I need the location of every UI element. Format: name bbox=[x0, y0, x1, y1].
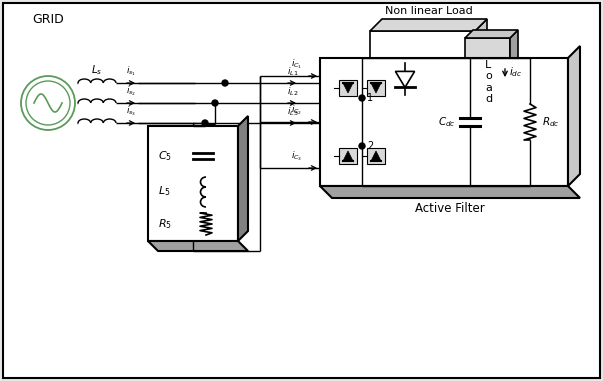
Text: $C_5$: $C_5$ bbox=[158, 149, 172, 163]
Circle shape bbox=[212, 100, 218, 106]
Polygon shape bbox=[343, 83, 353, 93]
Polygon shape bbox=[343, 151, 353, 161]
Text: $L_5$: $L_5$ bbox=[158, 184, 171, 198]
Text: $i_{C_3}$: $i_{C_3}$ bbox=[291, 149, 302, 163]
Text: $i_{L3}$: $i_{L3}$ bbox=[287, 106, 298, 118]
Polygon shape bbox=[475, 19, 487, 131]
Text: $i_{L1}$: $i_{L1}$ bbox=[287, 66, 298, 78]
Polygon shape bbox=[148, 241, 248, 251]
Text: $i_{L2}$: $i_{L2}$ bbox=[287, 85, 298, 98]
Text: $i_{C_2}$: $i_{C_2}$ bbox=[291, 104, 302, 117]
Bar bbox=[339, 148, 357, 164]
Bar bbox=[367, 80, 385, 96]
Text: Non linear Load: Non linear Load bbox=[385, 6, 472, 16]
Text: $R_5$: $R_5$ bbox=[158, 217, 172, 231]
Circle shape bbox=[222, 80, 228, 86]
Polygon shape bbox=[238, 116, 248, 241]
Bar bbox=[465, 38, 510, 126]
Text: $L_s$: $L_s$ bbox=[91, 63, 103, 77]
Bar bbox=[370, 31, 475, 131]
Text: $i_{s_2}$: $i_{s_2}$ bbox=[126, 85, 136, 98]
Text: $i_{s_3}$: $i_{s_3}$ bbox=[126, 104, 136, 118]
Bar bbox=[339, 80, 357, 96]
Bar bbox=[367, 148, 385, 164]
Text: GRID: GRID bbox=[32, 13, 64, 26]
Text: Active Filter: Active Filter bbox=[415, 202, 485, 215]
Polygon shape bbox=[465, 30, 518, 38]
Circle shape bbox=[359, 143, 365, 149]
Polygon shape bbox=[371, 151, 381, 161]
Text: $R_{dc}$: $R_{dc}$ bbox=[542, 115, 560, 129]
Text: $C_{dc}$: $C_{dc}$ bbox=[438, 115, 456, 129]
Text: $i_{dc}$: $i_{dc}$ bbox=[509, 65, 522, 79]
Text: L
o
a
d: L o a d bbox=[485, 59, 492, 104]
Polygon shape bbox=[320, 186, 580, 198]
Bar bbox=[320, 58, 568, 186]
Polygon shape bbox=[510, 30, 518, 126]
Polygon shape bbox=[371, 83, 381, 93]
Text: $i_{s_1}$: $i_{s_1}$ bbox=[126, 64, 136, 78]
Polygon shape bbox=[568, 46, 580, 186]
Text: 1: 1 bbox=[367, 93, 373, 103]
Text: 2: 2 bbox=[367, 141, 373, 151]
Circle shape bbox=[202, 120, 208, 126]
Bar bbox=[148, 126, 238, 241]
Text: $i_{C_1}$: $i_{C_1}$ bbox=[291, 58, 302, 71]
Polygon shape bbox=[370, 19, 487, 31]
Circle shape bbox=[359, 95, 365, 101]
